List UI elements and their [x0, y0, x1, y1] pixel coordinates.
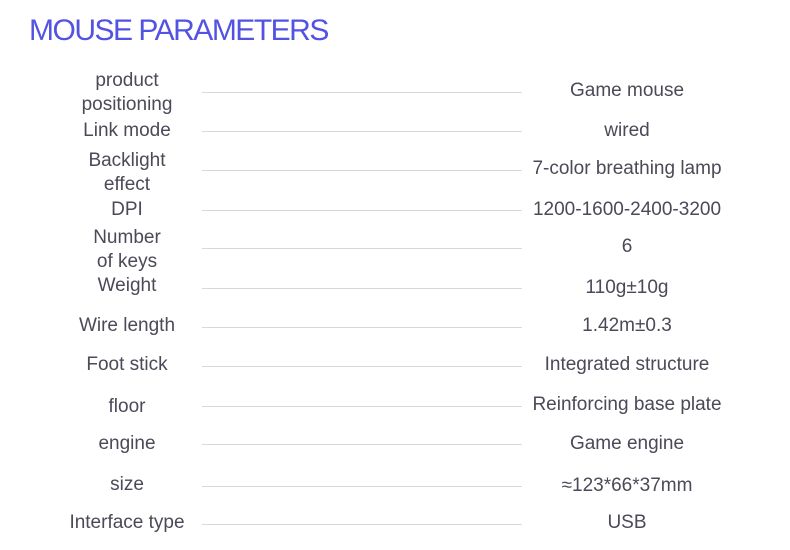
spec-value: wired [604, 120, 650, 141]
divider-line [202, 366, 522, 367]
divider-line [202, 248, 522, 249]
divider-line [202, 486, 522, 487]
spec-label: product positioning [81, 70, 173, 115]
spec-label: Weight [97, 275, 157, 296]
divider-line [202, 170, 522, 171]
spec-value: 7-color breathing lamp [532, 158, 722, 179]
divider-line [202, 131, 522, 132]
spec-label: engine [98, 433, 156, 454]
spec-label: Backlight effect [88, 150, 166, 195]
spec-label: Wire length [78, 315, 176, 336]
spec-value: Integrated structure [544, 354, 710, 375]
spec-label: Interface type [69, 512, 185, 533]
spec-label: Link mode [83, 120, 171, 141]
divider-line [202, 444, 522, 445]
divider-line [202, 210, 522, 211]
divider-line [202, 327, 522, 328]
spec-value: Game engine [569, 433, 685, 454]
spec-label: DPI [111, 199, 143, 220]
spec-value: 1200-1600-2400-3200 [532, 199, 722, 220]
page-title: MOUSE PARAMETERS [29, 14, 329, 47]
divider-line [202, 288, 522, 289]
spec-value: Reinforcing base plate [532, 394, 722, 415]
spec-value: 110g±10g [585, 277, 669, 298]
spec-label: Foot stick [86, 354, 168, 375]
spec-value: Game mouse [569, 80, 685, 101]
spec-label: Number of keys [93, 227, 161, 272]
spec-value: 6 [621, 236, 633, 257]
spec-value: 1.42m±0.3 [582, 315, 672, 336]
divider-line [202, 92, 522, 93]
spec-value: ≈123*66*37mm [561, 475, 693, 496]
spec-label: size [110, 474, 144, 495]
spec-value: USB [607, 512, 647, 533]
divider-line [202, 524, 522, 525]
spec-label: floor [108, 396, 146, 417]
divider-line [202, 406, 522, 407]
